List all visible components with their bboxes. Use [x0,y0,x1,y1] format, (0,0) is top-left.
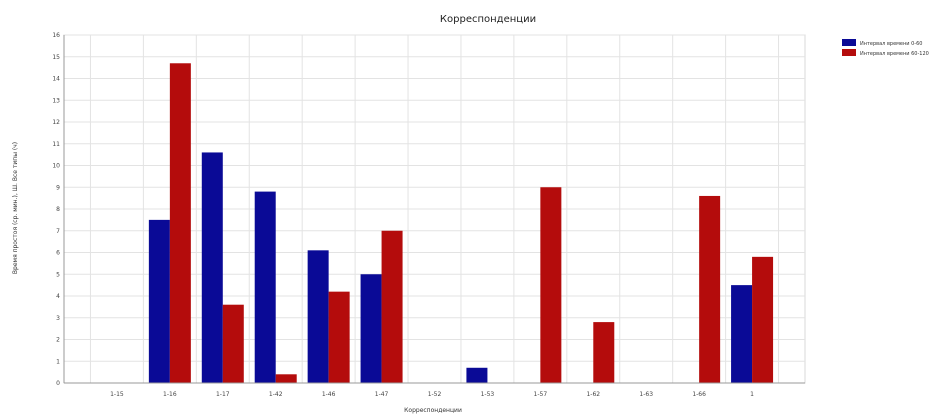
x-tick-label: 1-47 [375,391,389,398]
bar-2-1-57 [540,187,562,383]
x-tick-label: 1-46 [322,391,336,398]
x-tick-label: 1-53 [481,391,495,398]
bar-1-1-42 [254,191,276,383]
legend-swatch [842,39,856,46]
y-tick-label: 6 [56,250,60,257]
bars [148,63,774,384]
bar-1-1-16 [148,219,170,383]
x-tick-label: 1-15 [110,391,124,398]
legend: Интервал времени 0-60 Интервал времени 60… [842,39,929,57]
bar-2-1 [752,256,774,383]
chart-title: Корреспонденции [440,14,536,25]
x-tick-label: 1-42 [269,391,283,398]
y-tick-label: 10 [52,163,60,170]
bar-2-1-42 [275,374,297,383]
x-tick-label: 1-52 [428,391,442,398]
y-tick-label: 2 [56,337,60,344]
y-tick-label: 15 [52,54,60,61]
x-tick-label: 1-16 [163,391,177,398]
x-tick-label: 1-17 [216,391,230,398]
bar-2-1-16 [169,63,191,384]
bar-2-1-47 [381,230,403,383]
y-tick-label: 9 [56,184,60,191]
y-tick-label: 8 [56,206,60,213]
y-tick-label: 13 [52,97,60,104]
bar-2-1-66 [699,195,721,383]
legend-label: Интервал времени 60-120 [860,51,929,57]
bar-2-1-46 [328,291,350,383]
bar-1-1-47 [360,274,382,383]
y-tick-label: 11 [52,141,60,148]
x-axis-title: Корреспонденции [404,407,462,414]
bar-1-1-46 [307,250,329,383]
y-tick-label: 0 [56,380,60,387]
legend-swatch [842,49,856,56]
bar-1-1 [731,285,753,383]
x-tick-label: 1-66 [692,391,706,398]
y-tick-label: 12 [52,119,60,126]
y-tick-label: 7 [56,228,60,235]
y-tick-label: 4 [56,293,60,300]
bar-2-1-62 [593,322,615,383]
x-tick-label: 1 [750,391,754,398]
x-tick-label: 1-57 [534,391,548,398]
y-tick-label: 5 [56,271,60,278]
bar-1-1-17 [201,152,223,383]
y-tick-label: 16 [52,32,60,39]
legend-label: Интервал времени 0-60 [860,41,922,47]
x-tick-label: 1-62 [586,391,600,398]
x-tick-label: 1-63 [639,391,653,398]
y-tick-label: 1 [56,358,60,365]
bar-2-1-17 [222,304,244,383]
y-axis-title: Время простоя (ср. мин.), Ш. Все типы (ч… [12,142,19,274]
bar-1-1-53 [466,367,488,383]
y-tick-label: 14 [52,76,60,83]
y-tick-label: 3 [56,315,60,322]
